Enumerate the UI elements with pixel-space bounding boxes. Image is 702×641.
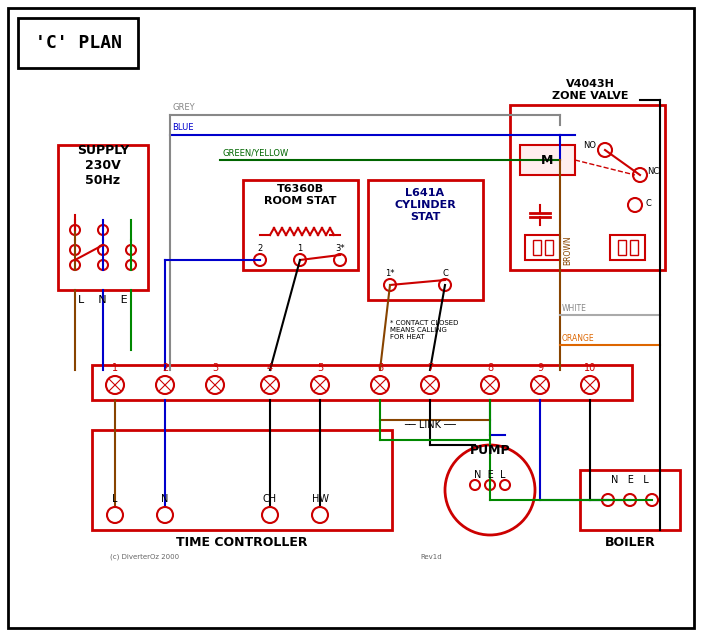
Text: 3: 3 (212, 363, 218, 373)
Text: 2: 2 (162, 363, 168, 373)
Text: 5: 5 (317, 363, 323, 373)
Bar (58, 145, 148, 290)
Text: ORANGE: ORANGE (562, 334, 595, 343)
Text: L    N    E: L N E (78, 295, 128, 305)
Text: 4: 4 (267, 363, 273, 373)
Text: GREEN/YELLOW: GREEN/YELLOW (222, 148, 289, 157)
Text: BROWN: BROWN (563, 235, 572, 265)
Bar (580, 470, 680, 530)
Text: 7: 7 (427, 363, 433, 373)
Text: CH: CH (263, 494, 277, 504)
Text: 10: 10 (584, 363, 596, 373)
Text: HW: HW (312, 494, 329, 504)
Text: BOILER: BOILER (604, 535, 656, 549)
Bar (92, 365, 632, 400)
Text: 'C' PLAN: 'C' PLAN (34, 34, 121, 52)
Bar (510, 105, 665, 270)
Text: ── LINK ──: ── LINK ── (404, 420, 456, 430)
Bar (525, 235, 560, 260)
Bar (368, 180, 483, 300)
Text: NO: NO (583, 140, 597, 149)
Text: 6: 6 (377, 363, 383, 373)
Text: 1: 1 (298, 244, 303, 253)
Bar (520, 145, 575, 175)
Bar (18, 18, 138, 68)
Text: L: L (112, 494, 118, 504)
Text: M: M (541, 153, 553, 167)
Bar (610, 235, 645, 260)
Text: N   E   L: N E L (611, 475, 649, 485)
Text: V4043H
ZONE VALVE: V4043H ZONE VALVE (552, 79, 628, 101)
Text: BLUE: BLUE (172, 123, 194, 132)
Text: SUPPLY
230V
50Hz: SUPPLY 230V 50Hz (77, 144, 129, 187)
Text: 3*: 3* (335, 244, 345, 253)
Bar (533, 240, 541, 255)
Bar (92, 430, 392, 530)
Text: 9: 9 (537, 363, 543, 373)
Text: L641A
CYLINDER
STAT: L641A CYLINDER STAT (394, 188, 456, 222)
Text: TIME CONTROLLER: TIME CONTROLLER (176, 535, 307, 549)
Text: T6360B
ROOM STAT: T6360B ROOM STAT (264, 184, 336, 206)
Text: N  E  L: N E L (475, 470, 505, 480)
Text: WHITE: WHITE (562, 304, 587, 313)
Text: GREY: GREY (172, 103, 194, 112)
Text: * CONTACT CLOSED
MEANS CALLING
FOR HEAT: * CONTACT CLOSED MEANS CALLING FOR HEAT (390, 320, 458, 340)
Text: (c) DiverterOz 2000: (c) DiverterOz 2000 (110, 554, 179, 560)
Text: 1*: 1* (385, 269, 395, 278)
Text: 1: 1 (112, 363, 118, 373)
Text: C: C (645, 199, 651, 208)
Text: Rev1d: Rev1d (420, 554, 442, 560)
Text: C: C (442, 269, 448, 278)
Text: 2: 2 (258, 244, 263, 253)
Bar (630, 240, 638, 255)
Bar (618, 240, 626, 255)
Text: PUMP: PUMP (470, 444, 510, 456)
Text: NC: NC (647, 167, 659, 176)
Bar (243, 180, 358, 270)
Text: N: N (161, 494, 168, 504)
Bar (545, 240, 553, 255)
Text: 8: 8 (487, 363, 493, 373)
